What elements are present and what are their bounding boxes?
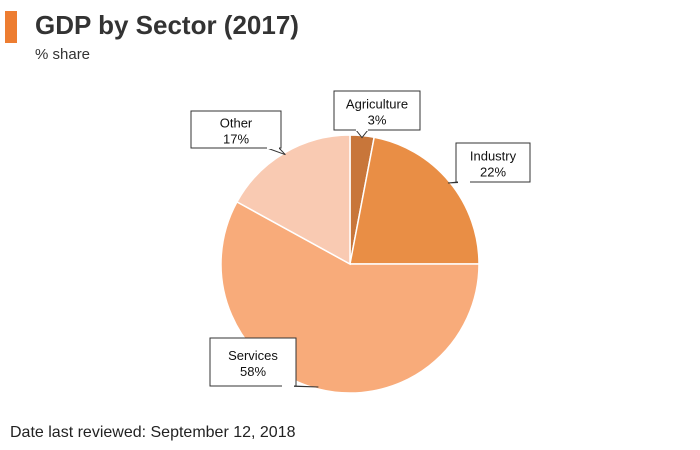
- callout-box-industry: [455, 142, 531, 183]
- chart-subtitle: % share: [35, 46, 91, 63]
- callout-pointer-other: [266, 147, 286, 156]
- callout-value-services: 58%: [240, 364, 266, 379]
- pie-slice-industry: [349, 136, 480, 265]
- callout-label-agriculture: Agriculture: [346, 97, 408, 112]
- chart-title: GDP by Sector (2017): [35, 10, 299, 40]
- callout-label-other: Other: [220, 116, 253, 131]
- callout-label-industry: Industry: [470, 149, 517, 164]
- callout-box-agriculture: [333, 90, 421, 131]
- callout-box-services: [209, 337, 297, 387]
- callout-value-agriculture: 3%: [368, 113, 387, 128]
- callout-label-services: Services: [228, 348, 278, 363]
- date-last-reviewed: Date last reviewed: September 12, 2018: [10, 424, 296, 441]
- title-accent-bar: [5, 11, 17, 43]
- callout-value-other: 17%: [223, 132, 249, 147]
- callout-value-industry: 22%: [480, 165, 506, 180]
- callout-box-other: [190, 110, 282, 149]
